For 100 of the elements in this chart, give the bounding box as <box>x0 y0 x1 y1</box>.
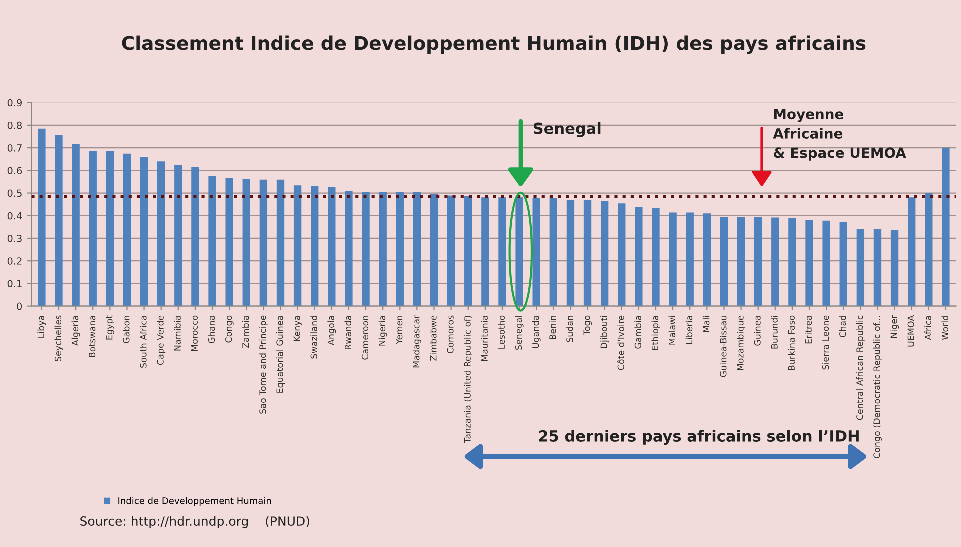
bar <box>550 198 558 306</box>
bar <box>840 222 848 306</box>
x-tick-label: Lesotho <box>498 316 506 349</box>
x-tick-label: South Africa <box>140 316 147 368</box>
bar <box>600 201 609 306</box>
bar <box>822 220 830 306</box>
y-tick-label: 0.2 <box>8 258 22 265</box>
bar <box>38 128 46 306</box>
x-tick-label: Mozambique <box>737 316 746 370</box>
bar <box>72 144 80 306</box>
bar <box>55 135 63 306</box>
bar <box>772 218 780 306</box>
x-tick-label: Côte d'Ivoire <box>617 316 624 370</box>
x-tick-label: Nigeria <box>378 316 388 346</box>
x-tick-label: Liberia <box>686 316 693 344</box>
x-tick-label: Morocco <box>191 316 198 352</box>
x-tick-label: Tanzania (United Republic of) <box>464 316 473 444</box>
x-tick-label: Africa <box>924 316 932 340</box>
x-tick-label: Burkina Faso <box>788 316 795 370</box>
bar <box>447 196 456 306</box>
bar <box>669 212 677 306</box>
x-tick-label: Senegal <box>515 316 524 350</box>
y-tick-label: 0.6 <box>8 167 22 174</box>
bar <box>140 158 148 306</box>
x-tick-label: Niger <box>890 315 900 338</box>
x-tick-label: UEMOA <box>908 315 914 347</box>
x-tick-label: Eritrea <box>805 316 812 344</box>
x-tick-label: Algeria <box>72 316 80 346</box>
bar <box>208 176 216 306</box>
chart-title: Classement Indice de Developpement Humain (IDH) des pays africains <box>122 36 866 54</box>
bar <box>362 192 370 306</box>
text: 25 derniers pays africains selon l’IDH <box>539 430 859 446</box>
bar <box>379 192 387 306</box>
x-tick-label: Chad <box>839 316 846 338</box>
x-tick-label: Cape Verde <box>157 316 166 366</box>
y-tick-label: 0.4 <box>8 212 22 220</box>
x-tick-label: Gambia <box>634 316 642 349</box>
x-tick-label: Congo <box>225 316 234 343</box>
x-tick-label: Ethiopia <box>652 316 660 350</box>
bar <box>89 151 97 306</box>
bar <box>174 165 182 306</box>
y-tick-label: 0.5 <box>8 190 22 198</box>
x-tick-label: Ghana <box>208 316 216 344</box>
bar <box>396 192 404 306</box>
bar <box>788 218 796 306</box>
y-tick-label: 0.9 <box>8 99 22 107</box>
bar <box>618 204 626 306</box>
y-tick-label: 0.7 <box>8 144 22 152</box>
x-tick-label: Zambia <box>242 316 250 348</box>
x-tick-label: Malawi <box>668 316 676 345</box>
x-tick-label: Cameroon <box>362 316 369 360</box>
bar <box>413 192 422 306</box>
bar <box>226 178 234 306</box>
x-tick-label: Mauritania <box>481 316 488 362</box>
bar <box>942 148 950 306</box>
bar <box>925 194 933 306</box>
bar <box>806 220 814 306</box>
x-tick-label: Rwanda <box>344 316 352 350</box>
x-tick-label: Libya <box>38 316 46 338</box>
x-tick-label: Swaziland <box>310 316 318 359</box>
bar <box>192 167 200 306</box>
x-tick-label: Madagascar <box>412 315 422 368</box>
bar <box>874 229 882 306</box>
bar <box>754 217 762 306</box>
bar <box>498 198 506 306</box>
x-tick-label: Kenya <box>294 316 302 342</box>
x-tick-label: Sao Tome and Principe <box>259 316 268 414</box>
x-tick-label: World <box>942 316 948 340</box>
y-tick-label: 0 <box>17 302 22 310</box>
bar <box>311 186 319 306</box>
x-tick-label: Benin <box>549 316 556 340</box>
bar <box>532 198 540 306</box>
bar <box>566 200 575 306</box>
bar <box>328 187 336 306</box>
x-tick-label: Uganda <box>532 316 541 348</box>
bar <box>294 186 302 306</box>
x-tick-label: Mali <box>702 316 710 332</box>
bar <box>652 208 660 306</box>
bar <box>158 162 166 306</box>
x-tick-label: Yemen <box>396 316 403 344</box>
legend-label: Indice de Developpement Humain <box>118 497 272 506</box>
bar <box>908 198 916 306</box>
bar <box>635 207 643 306</box>
bar <box>242 179 250 306</box>
y-tick-label: 0.8 <box>8 122 22 130</box>
x-tick-label: Djibouti <box>600 316 610 348</box>
y-tick-label: 0.1 <box>8 280 22 288</box>
bar <box>890 230 899 306</box>
bar <box>703 214 712 306</box>
x-tick-label: Togo <box>584 316 592 336</box>
bar <box>686 212 694 306</box>
bar <box>260 180 268 306</box>
x-tick-label: Congo (Democratic Republic of... <box>874 316 882 459</box>
x-tick-label: Seychelles <box>54 316 64 362</box>
x-tick-label: Egypt <box>106 316 114 340</box>
x-tick-label: Guinea <box>754 316 761 346</box>
x-tick-label: Sudan <box>566 316 574 342</box>
bar <box>584 200 592 306</box>
bar <box>123 154 132 306</box>
bar <box>276 180 285 306</box>
